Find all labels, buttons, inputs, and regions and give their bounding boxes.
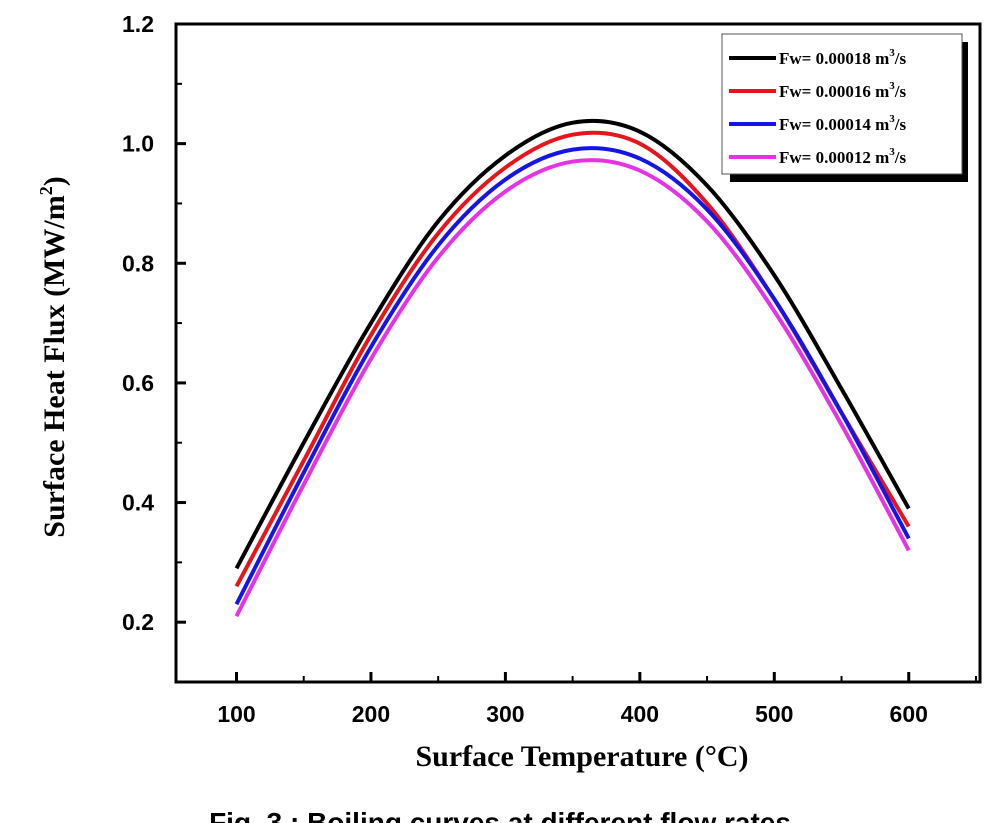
x-axis-title: Surface Temperature (°C) (415, 740, 748, 773)
x-tick-label: 300 (486, 701, 524, 727)
x-tick-label: 100 (217, 701, 255, 727)
legend-label: Fw= 0.00012 m3/s (779, 146, 906, 167)
series-lines (234, 118, 911, 618)
y-tick-label: 0.2 (122, 609, 154, 635)
series-line-1 (234, 130, 911, 588)
legend-label: Fw= 0.00016 m3/s (779, 80, 906, 101)
y-tick-label: 0.4 (122, 490, 154, 516)
series-line-3 (234, 158, 911, 618)
legend-label: Fw= 0.00018 m3/s (779, 47, 906, 68)
y-tick-label: 0.6 (122, 370, 154, 396)
x-tick-label: 500 (755, 701, 793, 727)
figure-caption: Fig. 3 : Boiling curves at different flo… (209, 807, 791, 823)
plot-frame (174, 22, 982, 684)
y-axis-title: Surface Heat Flux (MW/m2) (36, 176, 71, 537)
series-line-2 (234, 146, 911, 606)
legend: Fw= 0.00018 m3/s Fw= 0.00016 m3/s Fw= 0.00… (721, 33, 968, 182)
x-tick-label: 200 (352, 701, 390, 727)
legend-label: Fw= 0.00014 m3/s (779, 113, 906, 134)
y-tick-label: 1.2 (122, 11, 154, 37)
axis-ticks: 100 200 300 400 500 600 0.2 0.4 0.6 0.8 1.0 1.2 (122, 11, 977, 727)
y-tick-label: 0.8 (122, 250, 154, 276)
y-tick-label: 1.0 (122, 131, 154, 157)
series-line-0 (234, 118, 911, 570)
x-tick-label: 400 (621, 701, 659, 727)
x-tick-label: 600 (890, 701, 928, 727)
